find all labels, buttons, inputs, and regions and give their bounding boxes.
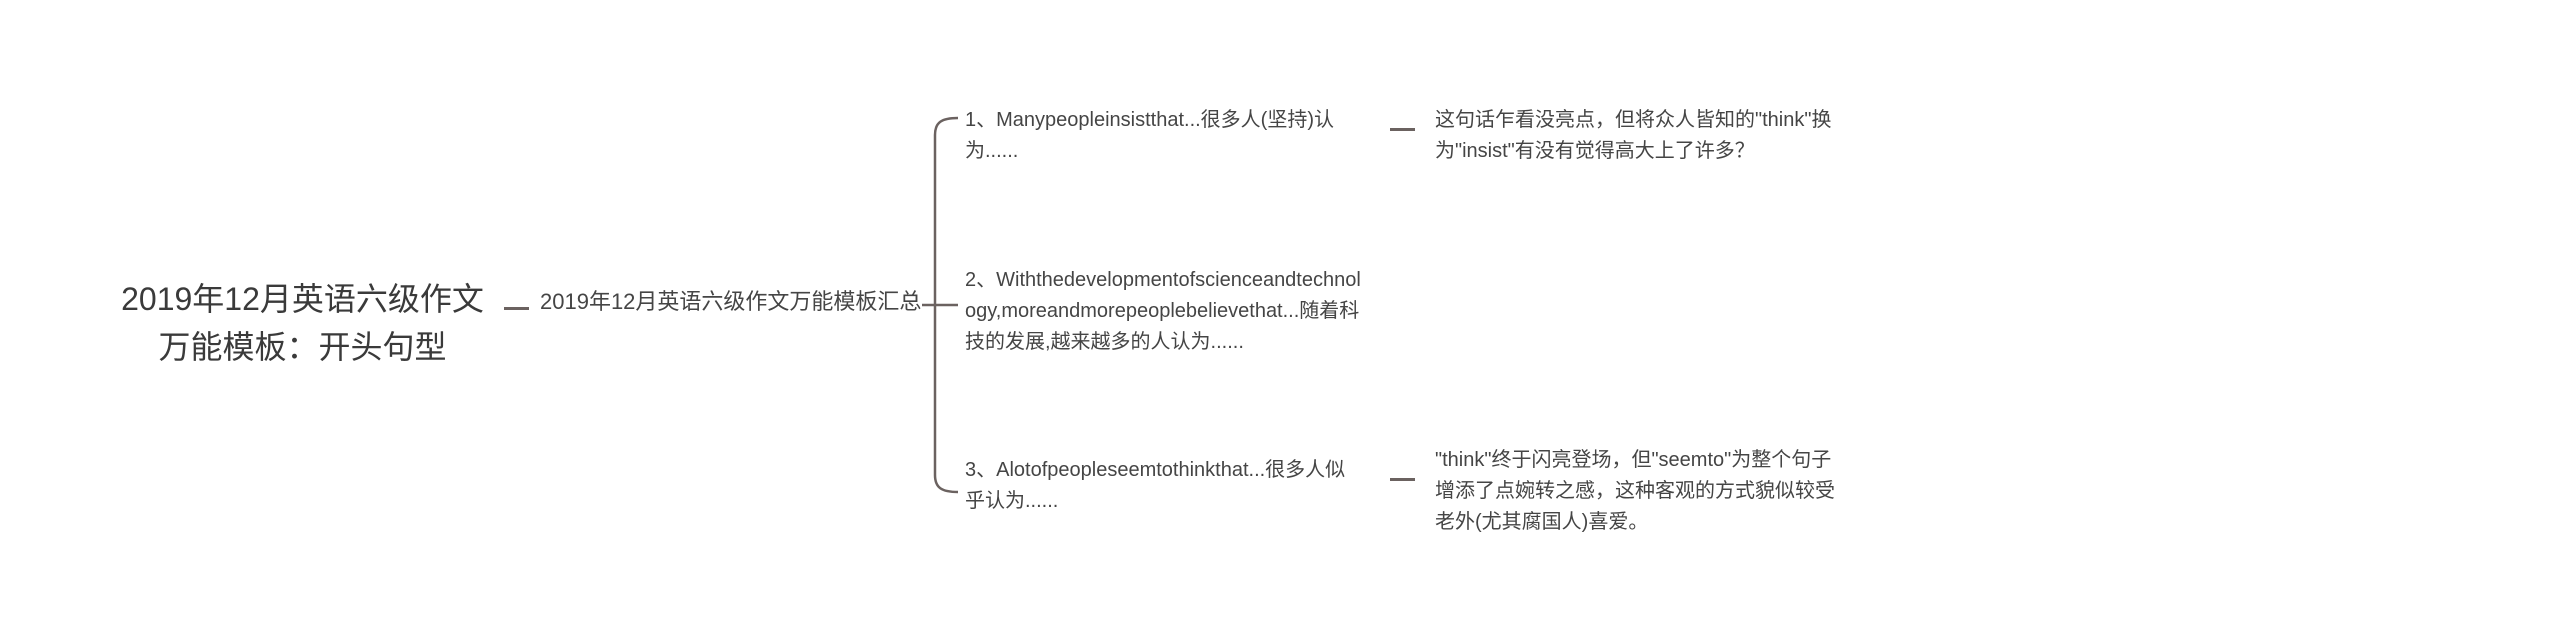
level4-text-1: 这句话乍看没亮点，但将众人皆知的"think"换为"insist"有没有觉得高大…: [1435, 109, 1831, 162]
bracket-l2-l3: [930, 100, 970, 510]
level3-item-1: 1、Manypeopleinsistthat...很多人(坚持)认为......: [965, 105, 1365, 167]
level4-note-1: 这句话乍看没亮点，但将众人皆知的"think"换为"insist"有没有觉得高大…: [1435, 105, 1835, 167]
level2-text: 2019年12月英语六级作文万能模板汇总: [540, 289, 921, 314]
root-node: 2019年12月英语六级作文 万能模板：开头句型: [105, 275, 500, 371]
level3-item-2: 2、Withthedevelopmentofscienceandtechnolo…: [965, 265, 1365, 358]
level3-text-2: 2、Withthedevelopmentofscienceandtechnolo…: [965, 269, 1361, 353]
level2-node: 2019年12月英语六级作文万能模板汇总: [540, 285, 930, 319]
level4-text-3: "think"终于闪亮登场，但"seemto"为整个句子增添了点婉转之感，这种客…: [1435, 449, 1835, 533]
level3-item-3: 3、Alotofpeopleseemtothinkthat...很多人似乎认为.…: [965, 455, 1365, 517]
level3-text-1: 1、Manypeopleinsistthat...很多人(坚持)认为......: [965, 109, 1334, 162]
connector-l3-3-note: [1390, 478, 1415, 481]
connector-root-l2: [504, 307, 529, 310]
level4-note-3: "think"终于闪亮登场，但"seemto"为整个句子增添了点婉转之感，这种客…: [1435, 445, 1835, 538]
connector-l3-1-note: [1390, 128, 1415, 131]
root-line2: 万能模板：开头句型: [158, 329, 446, 365]
level3-text-3: 3、Alotofpeopleseemtothinkthat...很多人似乎认为.…: [965, 459, 1345, 512]
root-line1: 2019年12月英语六级作文: [121, 281, 484, 317]
